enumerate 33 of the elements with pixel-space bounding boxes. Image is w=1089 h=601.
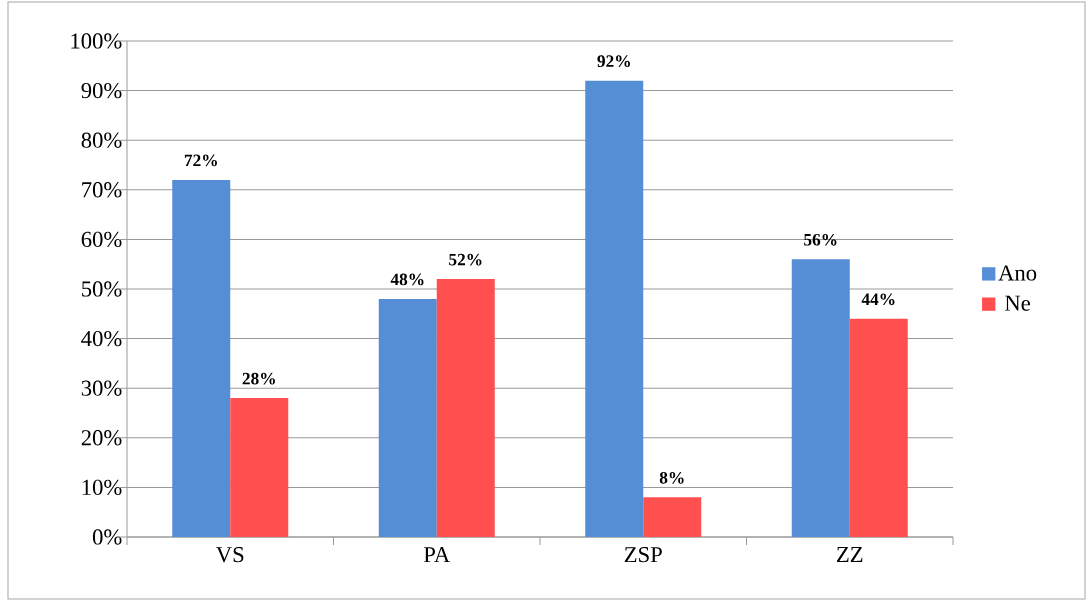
bar [791,259,850,537]
bar [230,398,289,537]
x-tick-label: VS [216,547,244,563]
y-tick-label: 30% [81,380,122,396]
data-label: 48% [390,273,424,286]
bar [643,497,702,537]
bar [585,80,644,537]
y-tick-label: 10% [82,479,122,496]
bar [172,179,231,537]
y-tick-label: 50% [82,281,122,297]
legend-label: Ne [1005,295,1030,311]
y-tick-label: 90% [81,82,122,99]
data-label: 92% [597,55,630,68]
x-tick-label: ZSP [624,547,662,563]
x-tick-label: ZZ [836,547,863,562]
bar [436,279,495,537]
data-label: 44% [861,293,895,306]
legend-label: Ano [998,265,1037,281]
data-label: 56% [804,233,837,246]
y-tick-label: 20% [81,430,122,446]
y-tick-label: 60% [81,231,122,248]
y-tick-label: 70% [82,182,122,198]
y-tick-label: 0% [92,529,122,545]
data-label: 28% [242,372,275,385]
data-label: 72% [184,154,217,167]
x-tick-label: PA [423,547,451,563]
y-tick-label: 80% [81,132,122,148]
data-label: 52% [449,253,482,266]
y-tick-label: 100% [71,33,122,49]
bar [378,298,437,537]
bar [849,318,908,537]
data-label: 8% [659,471,684,484]
y-tick-label: 40% [81,330,122,347]
